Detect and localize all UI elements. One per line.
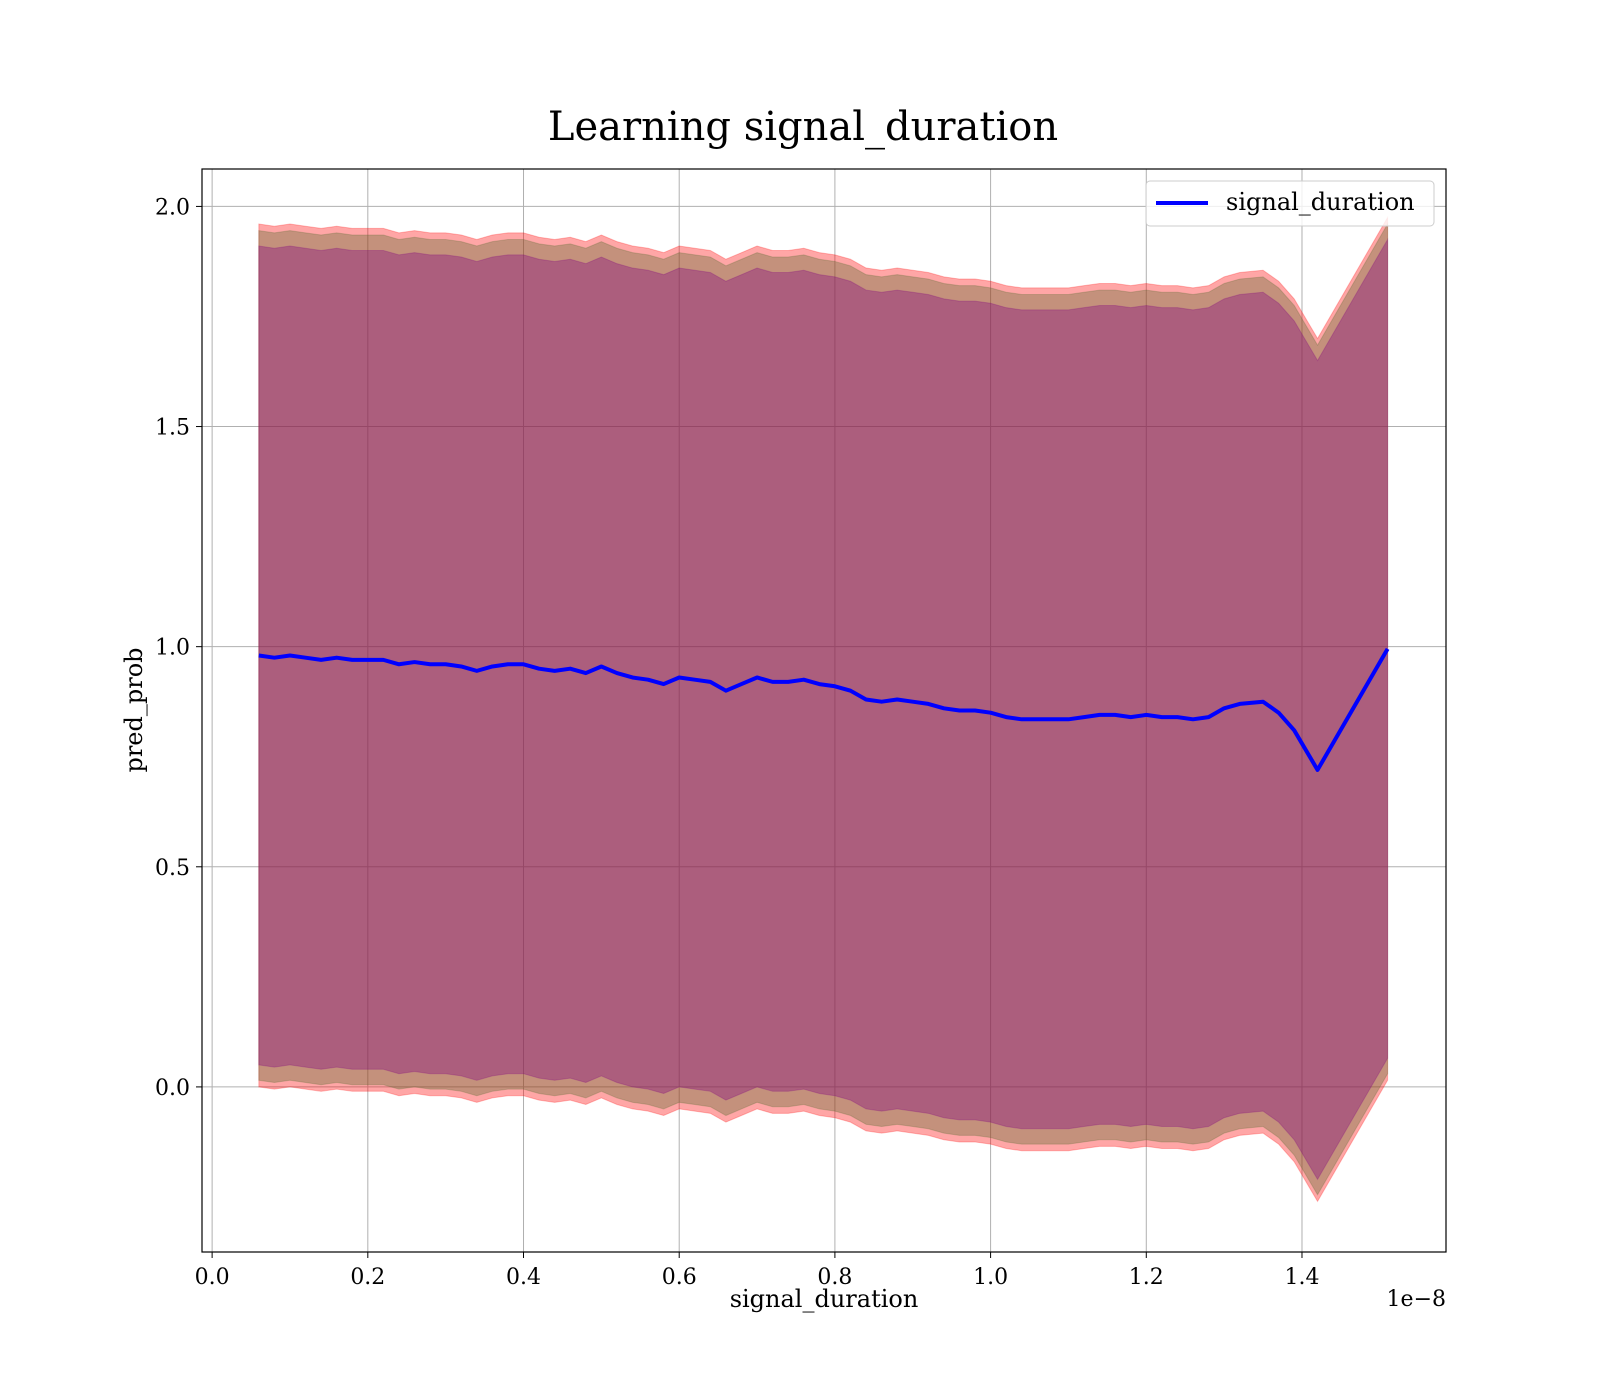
legend-box xyxy=(1145,180,1435,227)
chart-title: Learning signal_duration xyxy=(548,104,1058,150)
x-axis-offset-text: 1e−8 xyxy=(1387,1287,1446,1312)
x-tick-label: 1.2 xyxy=(1129,1265,1164,1290)
y-axis-ticks: 0.0 0.5 1.0 1.5 2.0 xyxy=(155,195,202,1101)
x-tick-label: 0.8 xyxy=(817,1265,852,1290)
y-tick-label: 2.0 xyxy=(155,195,190,220)
legend: signal_duration xyxy=(1145,180,1435,227)
x-tick-label: 0.0 xyxy=(195,1265,230,1290)
x-tick-label: 0.4 xyxy=(506,1265,541,1290)
series-line-signal_duration xyxy=(258,647,1390,772)
confidence-bands xyxy=(258,215,1389,1203)
y-tick-label: 0.5 xyxy=(155,856,190,881)
confidence-band-3 xyxy=(258,237,1389,1181)
y-axis-label: pred_prob xyxy=(120,647,148,772)
axes-frame xyxy=(201,168,1447,1253)
x-tick-label: 1.4 xyxy=(1284,1265,1319,1290)
x-axis-ticks: 0.0 0.2 0.4 0.6 0.8 1.0 1.2 1.4 xyxy=(195,1252,1319,1290)
y-tick-label: 1.0 xyxy=(155,636,190,661)
x-tick-label: 1.0 xyxy=(973,1265,1008,1290)
y-tick-label: 1.5 xyxy=(155,416,190,441)
legend-entry-label: signal_duration xyxy=(1226,188,1415,216)
confidence-band-2 xyxy=(258,222,1389,1196)
x-tick-label: 0.6 xyxy=(662,1265,697,1290)
y-tick-label: 0.0 xyxy=(155,1076,190,1101)
x-tick-label: 0.2 xyxy=(350,1265,385,1290)
grid-lines xyxy=(202,169,1446,1252)
plot-area xyxy=(201,168,1447,1253)
confidence-band-1 xyxy=(258,215,1389,1203)
series-lines xyxy=(258,647,1390,772)
x-axis-label: signal_duration xyxy=(730,1285,919,1313)
